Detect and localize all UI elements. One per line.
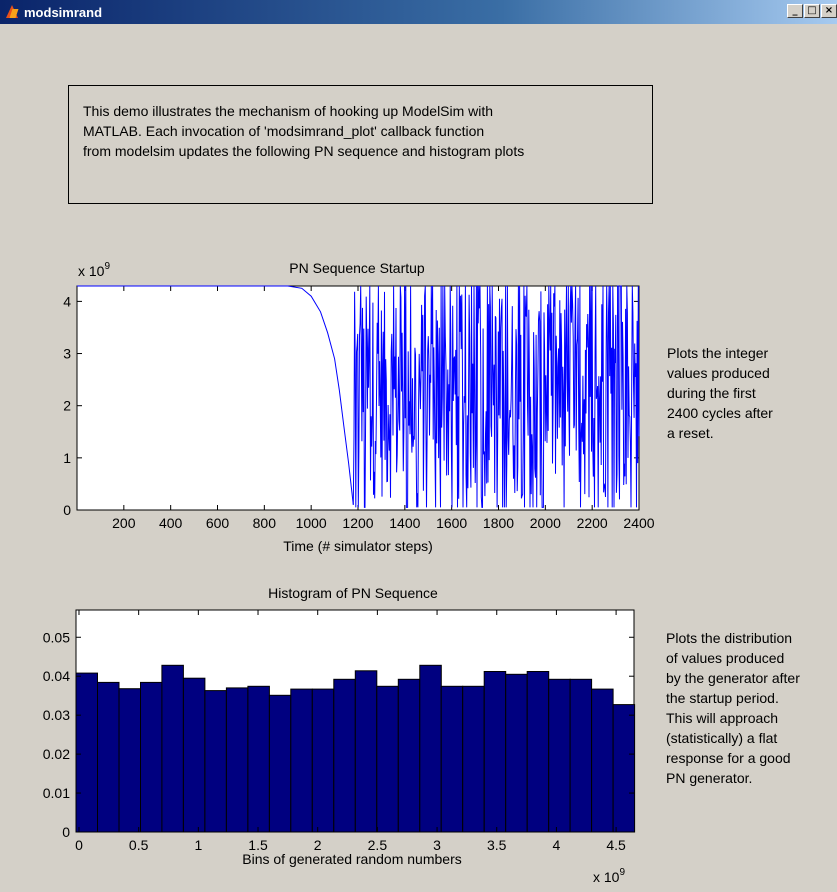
- histogram-bar: [312, 689, 334, 832]
- histogram-bar: [355, 671, 377, 832]
- x-tick-labels: 200 400 600 800 1000 1200 1400 1600 1800 2000 2200…: [112, 515, 655, 531]
- x-axis-label: Time (# simulator steps): [283, 538, 433, 554]
- y-tick-label: 3: [63, 346, 71, 362]
- x-tick-label: 4: [553, 837, 561, 853]
- histogram-bar: [441, 686, 463, 832]
- y-tick-label: 0.02: [43, 746, 70, 762]
- exponent-base: x 10: [593, 869, 620, 885]
- histogram-bar: [98, 682, 120, 832]
- x-tick-label: 2200: [577, 515, 608, 531]
- x-tick-label: 800: [253, 515, 277, 531]
- histogram-bar: [549, 679, 571, 832]
- y-tick-label: 0.01: [43, 785, 70, 801]
- histogram-bar: [613, 705, 635, 832]
- histogram-bar: [162, 665, 184, 832]
- y-tick-label: 2: [63, 398, 71, 414]
- histogram-bar: [141, 682, 163, 832]
- y-tick-label: 0.05: [43, 629, 70, 645]
- histogram-bar: [183, 678, 205, 832]
- histogram-chart: Histogram of PN Sequence 0 0.5 1 1.5 2 2.5 3 3.…: [43, 585, 635, 885]
- x-tick-label: 1000: [296, 515, 327, 531]
- y-tick-label: 4: [63, 293, 71, 309]
- x-tick-label: 400: [159, 515, 183, 531]
- histogram-bar: [592, 689, 614, 832]
- y-tick-label: 0.04: [43, 668, 70, 684]
- histogram-bar: [377, 686, 399, 832]
- x-tick-label: 3.5: [487, 837, 507, 853]
- pn-sequence-chart: PN Sequence Startup x 109 200 400 600 800 10…: [63, 260, 655, 554]
- histogram-bar: [334, 679, 356, 832]
- y-exponent-label: x 109: [78, 261, 110, 279]
- exponent-base: x 10: [78, 263, 105, 279]
- x-tick-label: 0.5: [129, 837, 149, 853]
- x-tick-label: 1200: [342, 515, 373, 531]
- x-tick-label: 2000: [530, 515, 561, 531]
- y-tick-labels: 0 1 2 3 4: [63, 293, 71, 518]
- x-tick-label: 600: [206, 515, 230, 531]
- x-axis-label: Bins of generated random numbers: [242, 851, 461, 867]
- histogram-bar: [570, 679, 592, 832]
- histogram-bar: [398, 679, 420, 832]
- histogram-bar: [205, 691, 227, 832]
- histogram-bar: [76, 673, 98, 832]
- bars-layer: [76, 665, 635, 832]
- y-tick-label: 0: [63, 502, 71, 518]
- x-tick-label: 4.5: [606, 837, 626, 853]
- y-tick-label: 0.03: [43, 707, 70, 723]
- histogram-bar: [226, 688, 248, 832]
- x-tick-label: 2400: [623, 515, 654, 531]
- histogram-bar: [269, 695, 291, 832]
- y-tick-label: 0: [62, 824, 70, 840]
- x-tick-label: 200: [112, 515, 136, 531]
- y-tick-label: 1: [63, 450, 71, 466]
- x-tick-label: 1: [194, 837, 202, 853]
- x-tick-label: 1800: [483, 515, 514, 531]
- histogram-bar: [463, 686, 485, 832]
- histogram-bar: [119, 689, 141, 832]
- histogram-bar: [291, 689, 313, 832]
- histogram-bar: [527, 672, 549, 833]
- x-tick-label: 1600: [436, 515, 467, 531]
- x-tick-label: 1400: [389, 515, 420, 531]
- x-tick-label: 0: [75, 837, 83, 853]
- histogram-bar: [506, 674, 528, 832]
- histogram-bar: [484, 672, 506, 833]
- exponent-power: 9: [104, 261, 110, 272]
- chart-title: PN Sequence Startup: [289, 260, 425, 276]
- y-tick-labels: 0 0.01 0.02 0.03 0.04 0.05: [43, 629, 70, 840]
- x-exponent-label: x 109: [593, 867, 625, 885]
- chart-title: Histogram of PN Sequence: [268, 585, 438, 601]
- histogram-bar: [420, 665, 442, 832]
- exponent-power: 9: [619, 867, 625, 878]
- histogram-bar: [248, 686, 270, 832]
